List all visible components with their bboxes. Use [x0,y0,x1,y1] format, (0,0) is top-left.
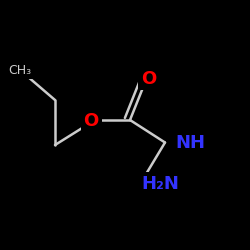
Text: CH₃: CH₃ [8,64,32,76]
Text: NH: NH [175,134,205,152]
Text: O: O [141,70,156,88]
Text: H₂N: H₂N [141,175,179,193]
Text: O: O [84,112,99,130]
